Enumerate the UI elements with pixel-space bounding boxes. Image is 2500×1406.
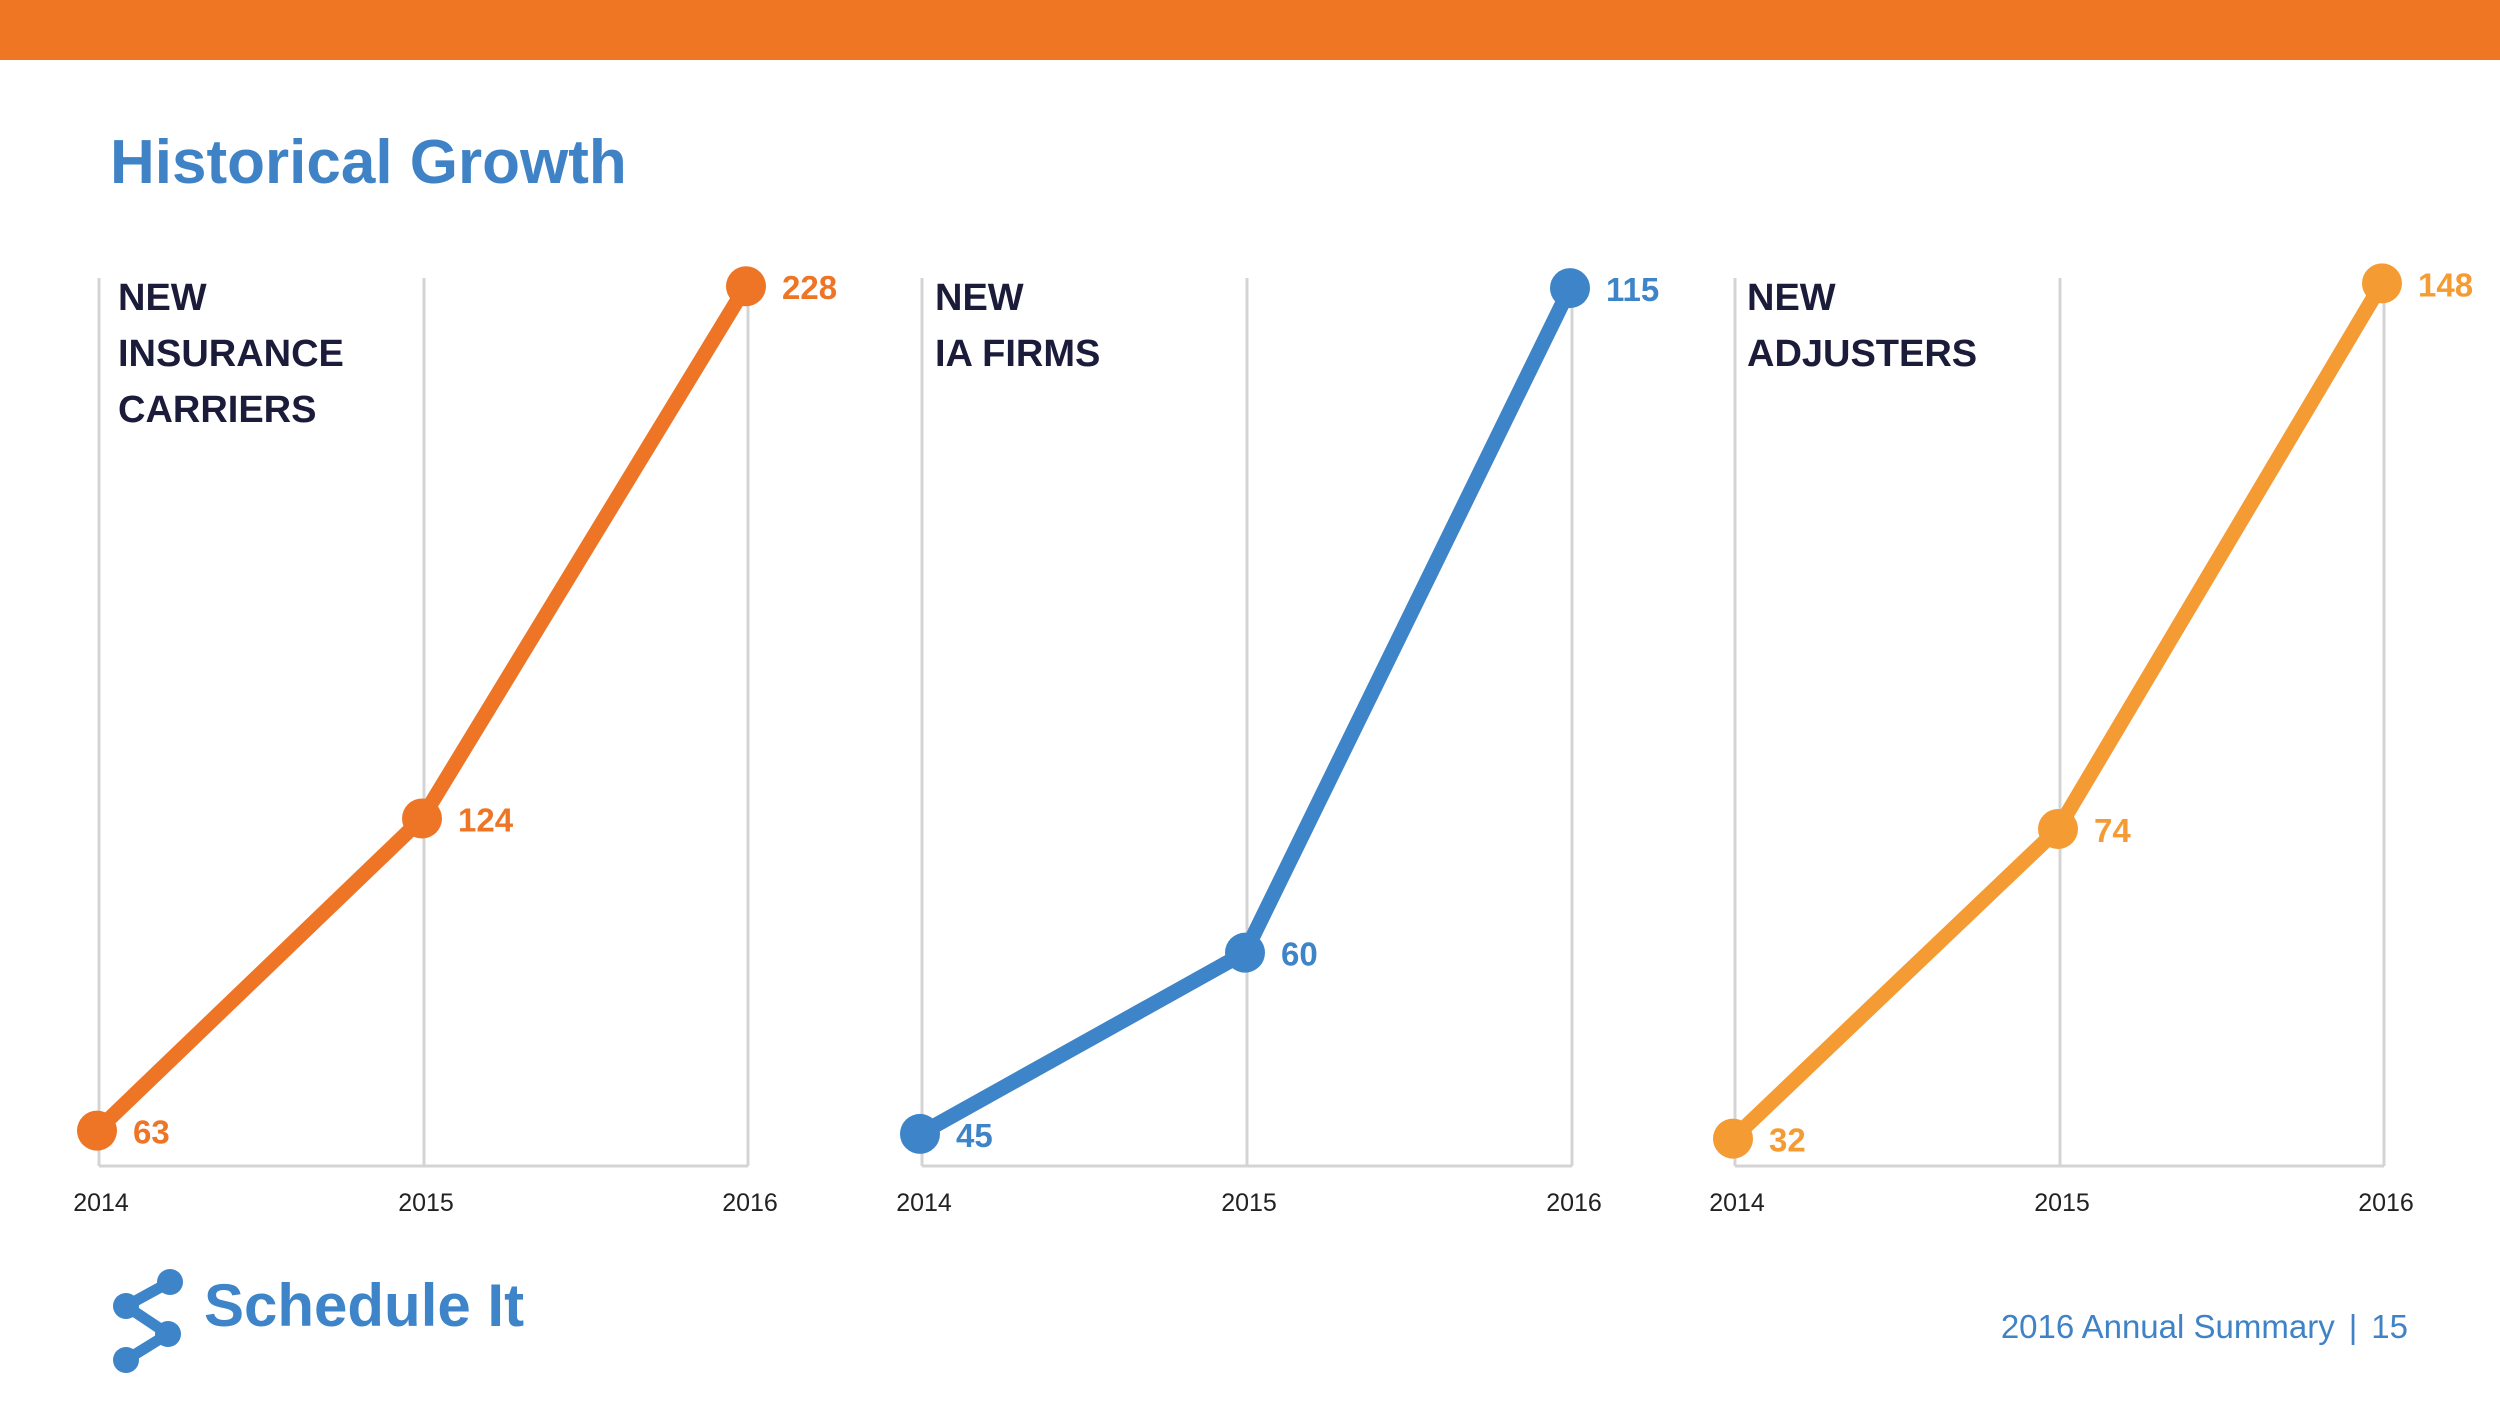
data-label-2016: 228: [782, 269, 837, 306]
tick-label-2015: 2015: [398, 1189, 454, 1217]
data-label-2014: 32: [1769, 1122, 1806, 1159]
data-label-2015: 124: [458, 801, 514, 838]
share-nodes-icon: [113, 1269, 183, 1373]
data-point-2016: [1550, 268, 1590, 309]
series-line: [1725, 275, 2390, 1147]
tick-label-2016: 2016: [2358, 1189, 2414, 1217]
data-label-2015: 74: [2094, 812, 2131, 849]
footer: 2016 Annual Summary | 15: [2001, 1310, 2408, 1343]
footer-separator: |: [2348, 1308, 2358, 1345]
chart-title-ia-firms: NEW IA FIRMS: [935, 270, 1100, 382]
chart-title-line: INSURANCE: [118, 333, 344, 375]
chart-ia-firms: 45 60 115 2014 2015 2016: [896, 268, 1659, 1217]
chart-title-adjusters: NEW ADJUSTERS: [1747, 270, 1977, 382]
chart-title-line: NEW: [1747, 277, 1836, 319]
data-label-2014: 63: [133, 1114, 170, 1151]
chart-insurance-carriers: 63 124 228 2014 2015 2016: [73, 266, 837, 1217]
data-label-2016: 115: [1606, 271, 1659, 308]
chart-title-line: IA FIRMS: [935, 333, 1101, 375]
data-point-2016: [726, 266, 766, 307]
data-label-2015: 60: [1281, 936, 1318, 973]
tick-label-2014: 2014: [896, 1189, 952, 1217]
tick-label-2014: 2014: [73, 1189, 129, 1217]
chart-title-line: ADJUSTERS: [1747, 333, 1978, 375]
top-accent-bar: [0, 0, 2500, 60]
data-point-2014: [900, 1113, 940, 1154]
page-title: Historical Growth: [110, 128, 627, 197]
tick-label-2016: 2016: [1546, 1189, 1602, 1217]
chart-adjusters: 32 74 148 2014 2015 2016: [1709, 263, 2473, 1217]
tick-label-2015: 2015: [2034, 1189, 2090, 1217]
footer-label: 2016 Annual Summary: [2000, 1308, 2335, 1345]
data-point-2015: [1225, 932, 1265, 973]
data-point-2016: [2362, 263, 2402, 304]
data-point-2014: [1713, 1118, 1753, 1159]
page-number: 15: [2371, 1308, 2408, 1345]
chart-title-insurance-carriers: NEW INSURANCE CARRIERS: [118, 270, 344, 438]
data-label-2014: 45: [956, 1117, 993, 1154]
data-label-2016: 148: [2418, 266, 2473, 303]
series-line: [912, 280, 1578, 1142]
chart-title-line: NEW: [118, 277, 207, 319]
tick-label-2015: 2015: [1221, 1189, 1277, 1217]
tick-label-2016: 2016: [722, 1189, 778, 1217]
chart-title-line: CARRIERS: [118, 389, 317, 431]
tick-label-2014: 2014: [1709, 1189, 1765, 1217]
data-point-2015: [402, 798, 442, 839]
data-point-2014: [77, 1110, 117, 1151]
logo-text: Schedule It: [204, 1272, 525, 1339]
logo: Schedule It: [108, 1266, 568, 1376]
chart-title-line: NEW: [935, 277, 1024, 319]
data-point-2015: [2038, 808, 2078, 849]
